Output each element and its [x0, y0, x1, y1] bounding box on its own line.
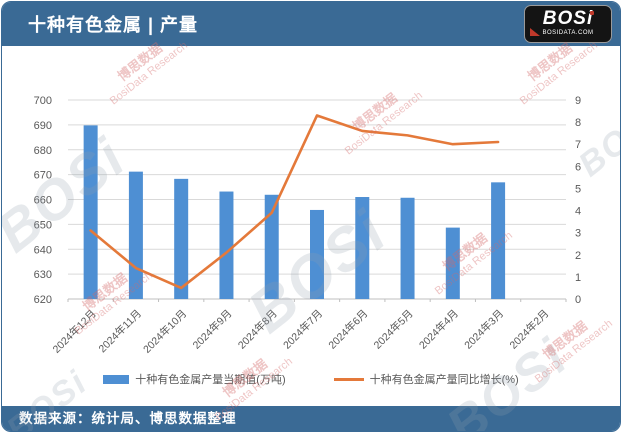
left-axis-tick-label: 690 — [34, 120, 52, 132]
left-axis-tick-label: 650 — [34, 219, 52, 231]
left-axis-tick-label: 670 — [34, 170, 52, 182]
x-axis-label: 2024年4月 — [416, 307, 461, 352]
bar-2024年12月 — [83, 125, 98, 299]
logo-red-dot-icon — [590, 11, 594, 15]
right-axis-tick-label: 1 — [575, 272, 581, 284]
page-title: 十种有色金属 | 产量 — [28, 15, 199, 35]
right-axis-tick-label: 6 — [575, 161, 581, 173]
left-axis-tick-label: 640 — [34, 244, 52, 256]
x-axis-label: 2024年5月 — [371, 307, 416, 352]
legend-line-swatch — [333, 377, 364, 381]
legend-bar-swatch — [103, 374, 130, 384]
bosi-logo-site: BOSIDATA.COM — [542, 30, 594, 36]
footer-source-bar: 数据来源：统计局、博思数据整理 — [2, 406, 620, 431]
legend-item-growth: 十种有色金属产量同比增长(%) — [333, 371, 519, 387]
bosi-logo: BOSi BOSIDATA.COM — [524, 5, 612, 43]
x-axis-label: 2024年7月 — [280, 307, 325, 352]
x-axis-label: 2024年11月 — [96, 307, 144, 355]
logo-red-flag-icon — [530, 28, 540, 36]
left-axis-tick-label: 680 — [34, 145, 52, 157]
bar-2024年5月 — [400, 197, 415, 299]
legend-bar-label: 十种有色金属产量当期值(万吨) — [135, 374, 286, 386]
legend-line-label: 十种有色金属产量同比增长(%) — [369, 374, 519, 386]
right-axis-tick-label: 0 — [575, 294, 581, 306]
legend-item-production: 十种有色金属产量当期值(万吨) — [103, 371, 286, 387]
legend: 十种有色金属产量当期值(万吨) 十种有色金属产量同比增长(%) — [2, 371, 620, 387]
bar-2024年3月 — [491, 182, 506, 299]
bosi-logo-text: BOSi — [542, 8, 594, 29]
x-axis-label: 2024年10月 — [140, 307, 189, 356]
left-axis-tick-label: 620 — [34, 294, 52, 306]
right-axis-tick-label: 2 — [575, 250, 581, 262]
left-axis-tick-label: 660 — [34, 195, 52, 207]
bar-2024年11月 — [128, 171, 143, 299]
header-bar: 十种有色金属 | 产量 BOSi BOSIDATA.COM — [2, 2, 620, 46]
bar-2024年7月 — [310, 209, 324, 299]
right-axis-tick-label: 7 — [575, 139, 581, 151]
data-source-text: 数据来源：统计局、博思数据整理 — [19, 411, 237, 426]
growth-line — [89, 114, 500, 290]
left-axis-tick-label: 630 — [34, 269, 52, 281]
x-axis-label: 2024年3月 — [462, 307, 507, 352]
right-axis-tick-label: 8 — [575, 117, 581, 129]
right-axis-tick-label: 3 — [575, 228, 581, 240]
right-axis-tick-label: 9 — [575, 95, 581, 107]
bar-2024年8月 — [264, 194, 279, 299]
bar-2024年4月 — [445, 227, 460, 299]
x-axis-label: 2024年12月 — [50, 307, 99, 356]
bar-2024年9月 — [219, 191, 234, 299]
x-axis-label: 2024年2月 — [507, 307, 552, 352]
x-axis-label: 2024年8月 — [235, 307, 280, 352]
x-axis-label: 2024年9月 — [190, 307, 235, 352]
bar-2024年6月 — [355, 197, 370, 299]
bar-2024年10月 — [174, 178, 189, 299]
right-axis-tick-label: 5 — [575, 183, 581, 195]
left-axis-tick-label: 700 — [34, 95, 52, 107]
x-axis-label: 2024年6月 — [326, 307, 371, 352]
right-axis-tick-label: 4 — [575, 206, 581, 218]
